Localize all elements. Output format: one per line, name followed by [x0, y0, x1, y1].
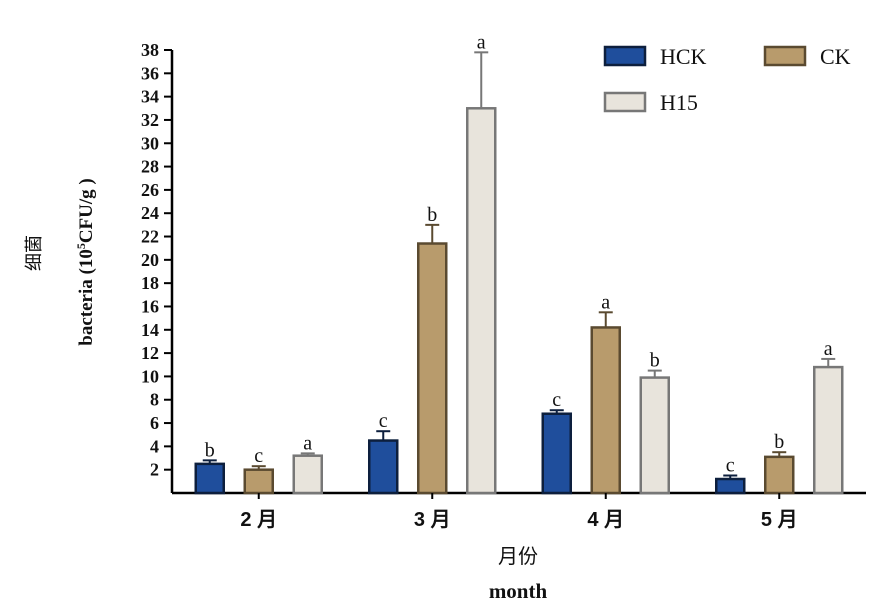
axes: [170, 50, 866, 495]
error-bar: [598, 311, 613, 328]
bar-hck: [715, 477, 746, 495]
bar-hck: [194, 462, 225, 495]
legend-label: H15: [660, 90, 698, 115]
bar-h15: [639, 376, 670, 495]
y-tick-label: 28: [141, 157, 159, 177]
legend-item-ck: CK: [763, 44, 851, 69]
y-tick-label: 12: [141, 343, 159, 363]
bar-h15: [466, 107, 497, 495]
legend-swatch: [763, 45, 807, 67]
error-bar: [647, 369, 662, 378]
y-tick-label: 16: [141, 296, 159, 316]
y-axis-label-main: bacteria (10: [76, 249, 97, 346]
y-tick-label: 22: [141, 227, 159, 247]
y-tick-label: 24: [141, 203, 159, 223]
significance-letter: a: [477, 31, 486, 53]
legend-label: CK: [820, 44, 851, 69]
x-tick-label: 4 月: [587, 509, 624, 531]
y-tick-label: 26: [141, 180, 159, 200]
y-tick-label: 32: [141, 110, 159, 130]
y-axis-label-en: bacteria (105CFU/g ): [74, 178, 97, 345]
y-tick-label: 10: [141, 366, 159, 386]
y-tick-label: 30: [141, 133, 159, 153]
legend-item-hck: HCK: [603, 44, 707, 69]
legend-swatch: [603, 91, 647, 113]
x-axis-ticks: 2 月 3 月 4 月 5 月: [240, 493, 798, 531]
significance-letter: b: [205, 439, 215, 461]
x-tick-label: 2 月: [240, 509, 277, 531]
significance-letter: c: [552, 389, 561, 411]
significance-letter: b: [650, 350, 660, 372]
y-axis-label-exponent: 5: [74, 243, 88, 249]
significance-letter: a: [824, 338, 833, 360]
y-tick-label: 38: [141, 40, 159, 60]
x-tick-label: 5 月: [761, 509, 798, 531]
error-bar: [376, 430, 391, 441]
y-tick-label: 36: [141, 63, 159, 83]
legend-item-h15: H15: [603, 90, 698, 115]
bar-h15: [292, 454, 323, 495]
y-tick-label: 14: [141, 320, 159, 340]
error-bar: [251, 465, 266, 470]
bar-ck: [243, 468, 274, 495]
legend: HCK CK H15: [603, 44, 851, 115]
y-tick-label: 34: [141, 87, 159, 107]
x-tick-label: 3 月: [414, 509, 451, 531]
legend-label: HCK: [660, 44, 707, 69]
bar-ck: [590, 326, 621, 495]
y-tick-label: 20: [141, 250, 159, 270]
bar-ck: [764, 455, 795, 495]
y-tick-label: 18: [141, 273, 159, 293]
bar-h15: [813, 365, 844, 495]
error-bar: [300, 452, 315, 456]
error-bar: [549, 409, 564, 414]
bars: b c a c b a c a b c b a: [194, 31, 844, 495]
bar-hck: [368, 439, 399, 495]
error-bar: [474, 51, 489, 109]
significance-letter: c: [379, 410, 388, 432]
significance-letter: c: [726, 455, 735, 477]
error-bar: [821, 357, 836, 368]
y-tick-label: 2: [150, 460, 159, 480]
x-axis-label-en: month: [489, 579, 548, 603]
bar-hck: [541, 412, 572, 495]
significance-letter: b: [774, 431, 784, 453]
error-bar: [772, 451, 787, 457]
y-tick-label: 6: [150, 413, 159, 433]
bar-ck: [417, 242, 448, 495]
error-bar: [723, 474, 738, 480]
significance-letter: a: [601, 291, 610, 313]
significance-letter: a: [303, 432, 312, 454]
significance-letter: b: [427, 204, 437, 226]
y-axis-label-cn: 细菌: [24, 235, 44, 271]
y-axis-label-unit: CFU/g ): [76, 178, 97, 243]
y-tick-label: 4: [150, 436, 159, 456]
significance-letter: c: [254, 445, 263, 467]
y-tick-label: 8: [150, 390, 159, 410]
legend-swatch: [603, 45, 647, 67]
x-axis-label-cn: 月份: [498, 545, 538, 568]
error-bar: [425, 223, 440, 244]
error-bar: [202, 459, 217, 464]
